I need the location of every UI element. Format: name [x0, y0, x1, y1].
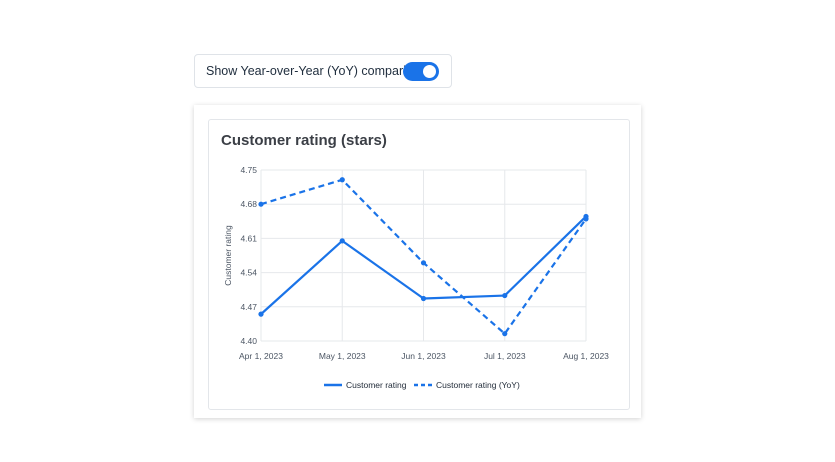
x-tick-label: Aug 1, 2023 — [563, 351, 609, 361]
yoy-toggle-control: Show Year-over-Year (YoY) comparison — [194, 54, 452, 88]
line-chart: 4.75 4.68 4.61 4.54 4.47 4.40 Apr 1, 2023 May 1… — [223, 165, 609, 390]
data-point — [583, 216, 589, 222]
data-point — [502, 292, 508, 299]
toggle-knob — [423, 65, 436, 78]
y-tick-label: 4.61 — [240, 233, 257, 243]
data-point — [258, 201, 264, 207]
y-axis-label: Customer rating — [223, 225, 233, 286]
data-point — [258, 311, 264, 317]
y-tick-label: 4.68 — [240, 199, 257, 209]
x-tick-label: Jun 1, 2023 — [401, 351, 446, 361]
data-point — [502, 331, 508, 337]
data-point — [420, 260, 427, 266]
x-tick-label: Apr 1, 2023 — [239, 351, 283, 361]
yoy-toggle-switch[interactable] — [403, 62, 439, 81]
y-tick-label: 4.75 — [240, 165, 257, 175]
data-point — [420, 295, 427, 302]
legend-label: Customer rating — [346, 380, 407, 390]
chart-panel: Customer rating (stars) 4.75 4.68 4.61 4.54… — [208, 119, 630, 410]
y-tick-label: 4.47 — [240, 302, 257, 312]
y-tick-label: 4.54 — [240, 268, 257, 278]
data-point — [339, 238, 345, 244]
yoy-toggle-label: Show Year-over-Year (YoY) comparison — [206, 64, 427, 78]
data-point — [339, 177, 345, 183]
chart-title: Customer rating (stars) — [221, 132, 387, 149]
chart-card: Customer rating (stars) 4.75 4.68 4.61 4.54… — [194, 105, 641, 418]
y-tick-label: 4.40 — [240, 336, 257, 346]
x-tick-label: Jul 1, 2023 — [484, 351, 526, 361]
legend-label: Customer rating (YoY) — [436, 380, 520, 390]
x-tick-label: May 1, 2023 — [319, 351, 366, 361]
